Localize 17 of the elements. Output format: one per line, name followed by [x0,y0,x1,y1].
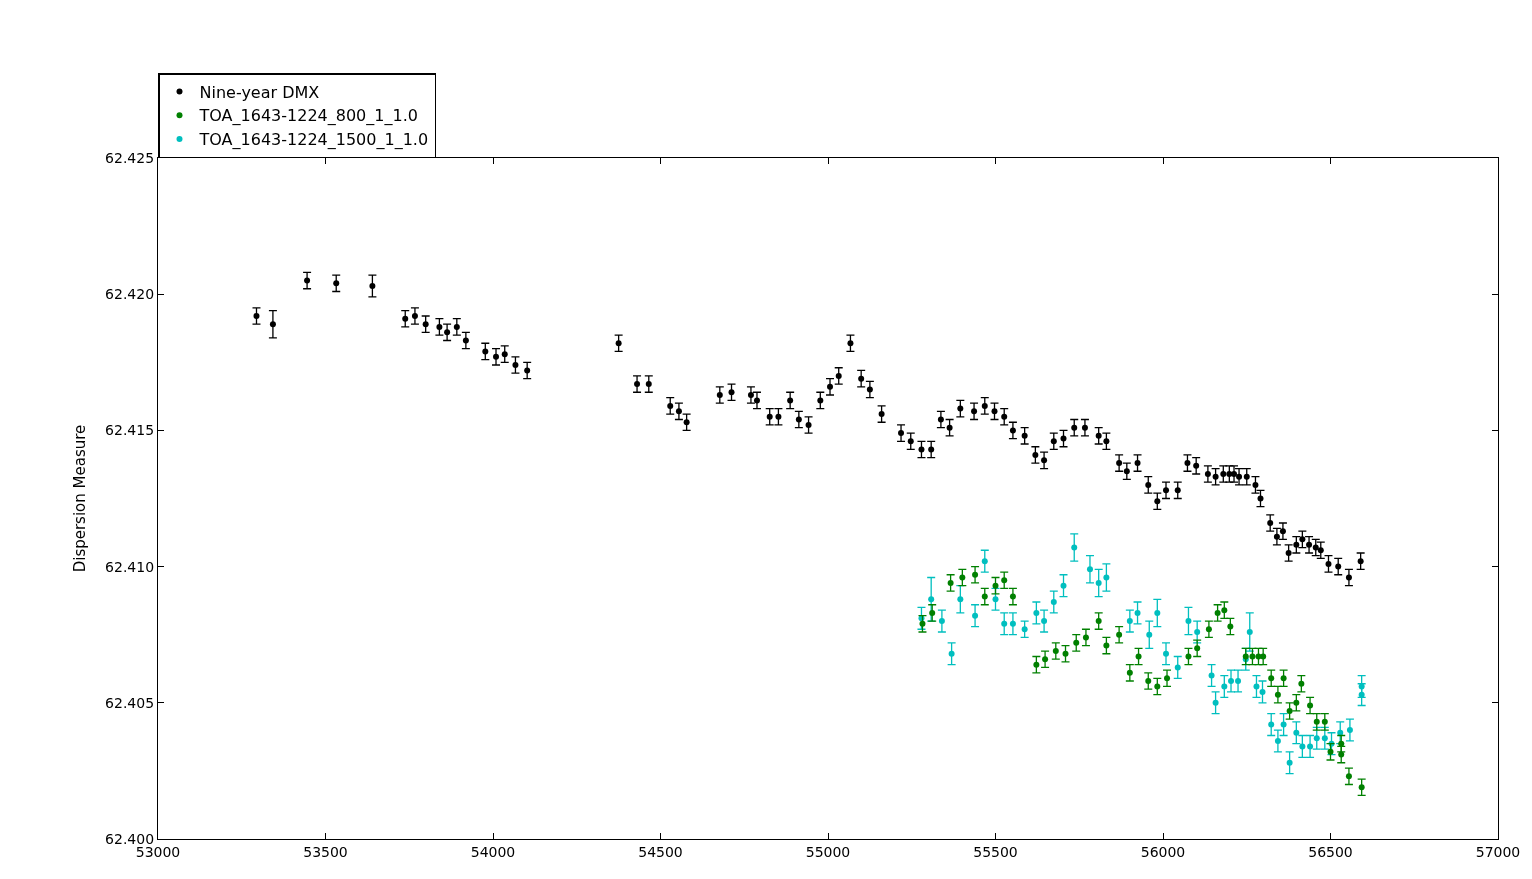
legend-label: TOA_1643-1224_1500_1_1.0 [198,130,429,151]
x-tick-label: 53500 [303,843,348,860]
legend-label: Nine-year DMX [199,82,320,102]
y-tick-label: 62.410 [105,558,155,575]
x-tick-label: 54500 [638,843,683,860]
x-tick-label: 55000 [805,843,851,860]
x-tick-label: 54000 [470,843,516,860]
legend-label: TOA_1643-1224_800_1_1.0 [198,106,418,127]
y-tick-label: 62.425 [105,149,155,166]
x-tick-label: 56500 [1308,843,1353,860]
y-tick-label: 62.420 [105,286,155,303]
x-tick-label: 57000 [1475,843,1521,860]
y-tick-label: 62.415 [105,422,155,439]
x-tick-label: 55500 [973,843,1018,860]
x-tick-label: 56000 [1140,843,1186,860]
y-tick-label: 62.405 [105,694,155,711]
y-axis-title: Dispersion Measure [71,424,90,573]
